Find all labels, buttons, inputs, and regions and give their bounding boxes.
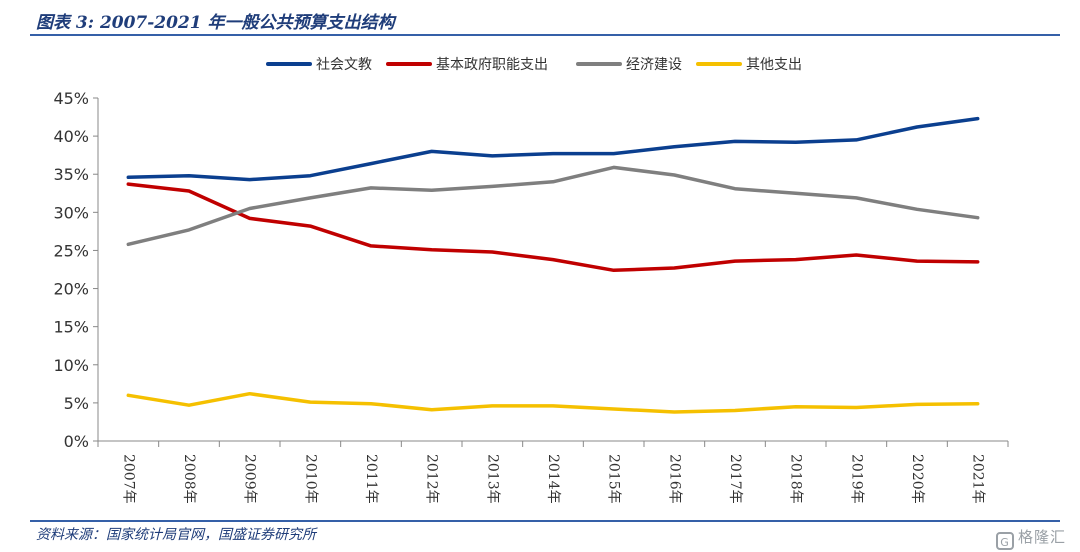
series-line-3 (126, 391, 980, 414)
y-tick-label: 5% (64, 394, 89, 413)
x-tick-label: 2021年 (970, 454, 986, 504)
x-tick-label: 2013年 (484, 454, 500, 504)
y-axis: 0% 5% 10% 15% 20% 25% 30% 35% 40% 45% (53, 89, 99, 451)
top-rule (30, 34, 1060, 36)
bottom-rule (30, 520, 1060, 522)
legend-label-0: 社会文教 (316, 57, 372, 73)
x-axis: 2007年 2008年 2009年 2010年 2011年 2012年 2013年 2014年… (97, 440, 1009, 504)
y-tick-label: 25% (53, 241, 89, 260)
series-lines (126, 116, 980, 414)
figure-title: 图表 3: 2007-2021 年一般公共预算支出结构 (36, 13, 395, 33)
source-note: 资料来源：国家统计局官网，国盛证券研究所 (36, 527, 316, 543)
y-tick-label: 10% (53, 356, 89, 375)
x-tick-label: 2015年 (606, 454, 622, 504)
series-line-0 (126, 116, 980, 182)
legend-label-1: 基本政府职能支出 (436, 56, 548, 73)
x-tick-label: 2017年 (727, 454, 743, 504)
x-tick-label: 2008年 (181, 454, 197, 504)
series-line-1 (126, 182, 980, 273)
x-tick-label: 2019年 (848, 454, 864, 504)
watermark-logo-icon: G (995, 532, 1014, 550)
y-tick-label: 45% (53, 89, 89, 108)
x-tick-label: 2012年 (424, 454, 440, 504)
x-tick-label: 2011年 (363, 454, 379, 504)
watermark-text: 格隆汇 (1017, 528, 1066, 546)
y-tick-label: 0% (64, 432, 89, 451)
x-tick-label: 2009年 (242, 454, 258, 504)
x-tick-label: 2018年 (788, 454, 804, 504)
x-tick-label: 2014年 (545, 454, 561, 504)
y-tick-label: 30% (53, 203, 89, 222)
x-tick-label: 2007年 (120, 454, 136, 504)
legend: 社会文教 基本政府职能支出 经济建设 其他支出 (266, 56, 802, 73)
series-line-2 (126, 165, 980, 247)
legend-label-2: 经济建设 (626, 57, 682, 73)
line-chart: 社会文教 基本政府职能支出 经济建设 其他支出 0% 5% 10% 15% 20% 25% 30%… (53, 56, 1009, 504)
x-tick-label: 2020年 (909, 454, 925, 504)
watermark: G 格隆汇 (995, 526, 1066, 550)
y-tick-label: 35% (53, 165, 89, 184)
y-tick-label: 20% (53, 280, 89, 299)
y-tick-label: 15% (53, 318, 89, 337)
legend-label-3: 其他支出 (746, 57, 802, 73)
y-tick-label: 40% (53, 127, 89, 146)
x-tick-label: 2010年 (302, 454, 318, 504)
x-tick-label: 2016年 (666, 454, 682, 504)
